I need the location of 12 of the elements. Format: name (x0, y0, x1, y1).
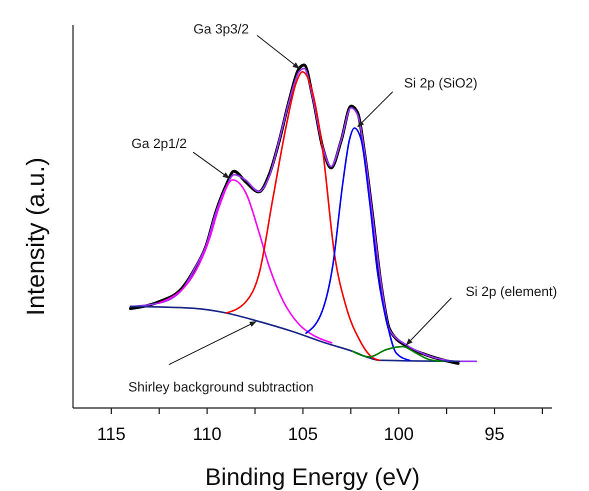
annotation: Si 2p (SiO2) (404, 76, 478, 91)
annotation: Ga 3p3/2 (193, 21, 249, 36)
x-tick-label: 105 (288, 424, 318, 444)
annotation: Si 2p (element) (466, 284, 558, 299)
x-tick-label: 95 (484, 424, 505, 444)
annotation: Shirley background subtraction (128, 380, 314, 395)
annotation: Ga 2p1/2 (131, 136, 187, 152)
y-axis-title: Intensity (a.u.) (22, 157, 50, 316)
x-tick-label: 115 (96, 424, 126, 444)
x-tick-label: 100 (384, 424, 414, 444)
x-tick-label: 110 (192, 424, 222, 444)
x-axis-title: Binding Energy (eV) (205, 464, 420, 491)
